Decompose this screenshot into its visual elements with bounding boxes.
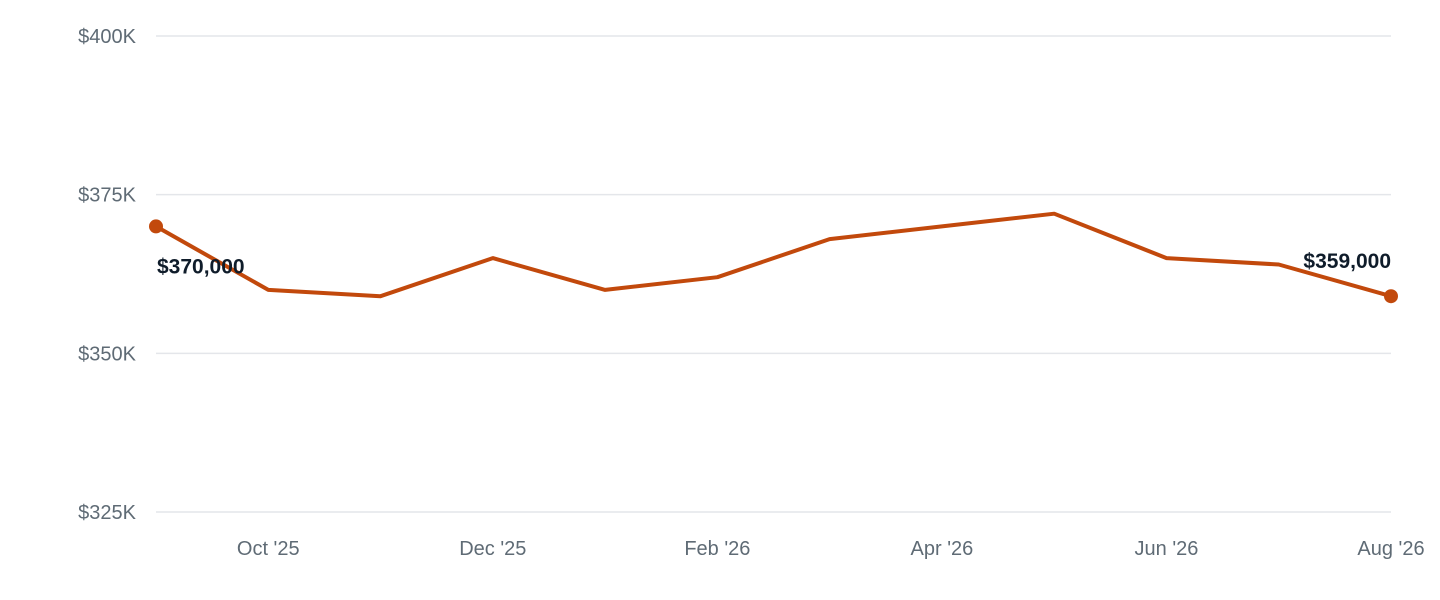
start-value-label: $370,000 xyxy=(157,255,245,278)
x-tick-label: Jun '26 xyxy=(1135,538,1199,560)
x-tick-label: Feb '26 xyxy=(684,538,750,560)
series-line xyxy=(154,211,1393,299)
x-tick-label: Dec '25 xyxy=(459,538,526,560)
y-axis: $400K $375K $350K $325K xyxy=(78,26,136,524)
series-layer xyxy=(149,211,1398,304)
y-tick-label: $375K xyxy=(78,185,136,207)
end-value-label: $359,000 xyxy=(1303,250,1391,273)
grid-layer xyxy=(156,35,1391,513)
y-tick-label: $350K xyxy=(78,343,136,365)
start-point-marker xyxy=(149,219,163,234)
end-point-marker xyxy=(1384,289,1398,304)
x-tick-label: Oct '25 xyxy=(237,538,300,560)
y-tick-label: $325K xyxy=(78,502,136,524)
data-label-layer: $370,000 $359,000 xyxy=(157,250,1391,278)
x-tick-label: Aug '26 xyxy=(1357,538,1424,560)
x-axis: Oct '25 Dec '25 Feb '26 Apr '26 Jun '26 Aug '… xyxy=(237,538,1425,560)
x-tick-label: Apr '26 xyxy=(911,538,974,560)
y-tick-label: $400K xyxy=(78,26,136,48)
